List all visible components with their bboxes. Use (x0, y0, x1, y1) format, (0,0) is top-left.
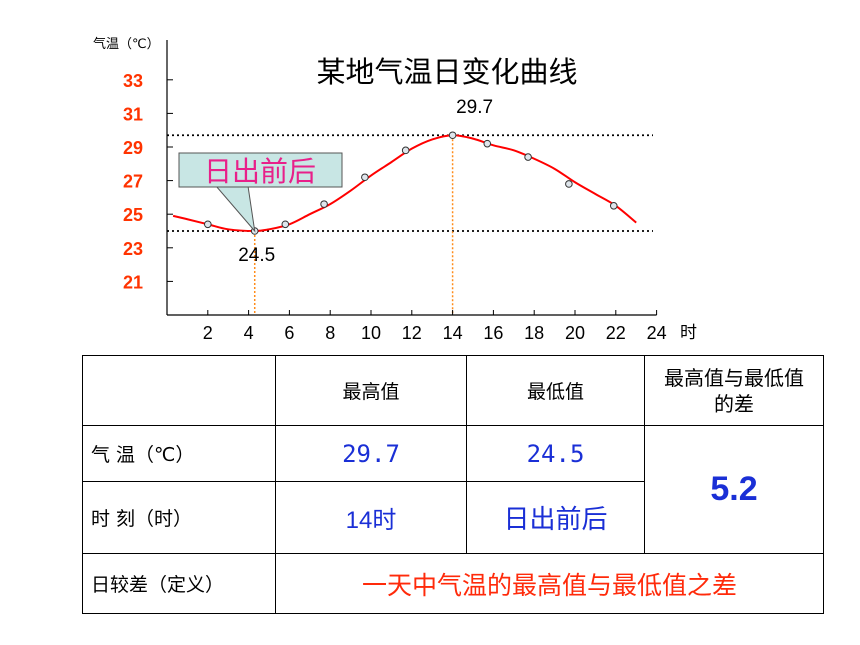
callout-pointer (214, 185, 256, 233)
summary-table: 最高值 最低值 最高值与最低值的差 气 温（℃） 29.7 24.5 5.2 时… (82, 355, 824, 614)
y-tick-label: 33 (123, 71, 143, 91)
table-row: 日较差（定义） 一天中气温的最高值与最低值之差 (82, 553, 824, 614)
data-point (320, 200, 328, 208)
y-axis-label: 气温（℃） (93, 36, 160, 52)
table-header-row: 最高值 最低值 最高值与最低值的差 (82, 355, 824, 426)
header-min: 最低值 (466, 355, 645, 426)
y-tick-label: 31 (123, 104, 143, 124)
y-tick-label: 27 (123, 172, 143, 192)
temp-max: 29.7 (275, 425, 467, 482)
x-tick-label: 4 (244, 323, 254, 343)
x-tick-label: 16 (483, 323, 503, 343)
temp-min: 24.5 (466, 425, 645, 482)
data-point (448, 131, 457, 140)
row-label-def: 日较差（定义） (82, 553, 276, 614)
y-tick-label: 29 (123, 138, 143, 158)
table-row: 气 温（℃） 29.7 24.5 5.2 (82, 425, 824, 554)
x-tick-label: 6 (284, 323, 294, 343)
x-tick-label: 8 (325, 323, 335, 343)
x-tick-label: 10 (361, 323, 381, 343)
x-tick-label: 18 (524, 323, 544, 343)
y-tick-label: 25 (123, 205, 143, 225)
header-diff-text: 最高值与最低值的差 (664, 365, 804, 416)
definition-text: 一天中气温的最高值与最低值之差 (275, 553, 824, 614)
x-tick-label: 22 (606, 323, 626, 343)
data-point (361, 173, 369, 182)
y-tick-label: 21 (123, 272, 143, 292)
sunrise-callout: 日出前后 (178, 152, 343, 233)
x-tick-label: 20 (565, 323, 585, 343)
y-tick-label: 23 (123, 239, 143, 259)
time-max: 14时 (275, 481, 467, 554)
data-point (565, 180, 573, 188)
chart-title: 某地气温日变化曲线 (316, 55, 577, 89)
header-empty (82, 355, 276, 426)
x-tick-label: 2 (203, 323, 213, 343)
data-point (281, 220, 290, 229)
vertical-markers (253, 135, 454, 315)
x-axis-unit: 时 (680, 323, 697, 343)
temp-diff: 5.2 (644, 425, 824, 554)
data-point (524, 153, 532, 161)
data-points (204, 131, 618, 235)
callout-label: 日出前后 (204, 155, 316, 188)
header-max: 最高值 (275, 355, 467, 426)
data-point (401, 146, 410, 155)
row-label-temp: 气 温（℃） (82, 425, 276, 482)
data-point (609, 202, 618, 210)
x-tick-label: 12 (402, 323, 422, 343)
annotations: 29.7 24.5 (238, 97, 493, 266)
time-min: 日出前后 (466, 481, 645, 554)
x-tick-label: 24 (647, 323, 667, 343)
table-row: 时 刻（时） 14时 日出前后 (82, 481, 824, 554)
row-label-time: 时 刻（时） (82, 481, 276, 554)
header-diff: 最高值与最低值的差 (644, 355, 824, 426)
x-tick-label: 14 (443, 323, 463, 343)
data-point (204, 220, 212, 229)
value-annotation: 24.5 (238, 245, 275, 266)
value-annotation: 29.7 (456, 97, 493, 118)
data-point (483, 139, 492, 148)
